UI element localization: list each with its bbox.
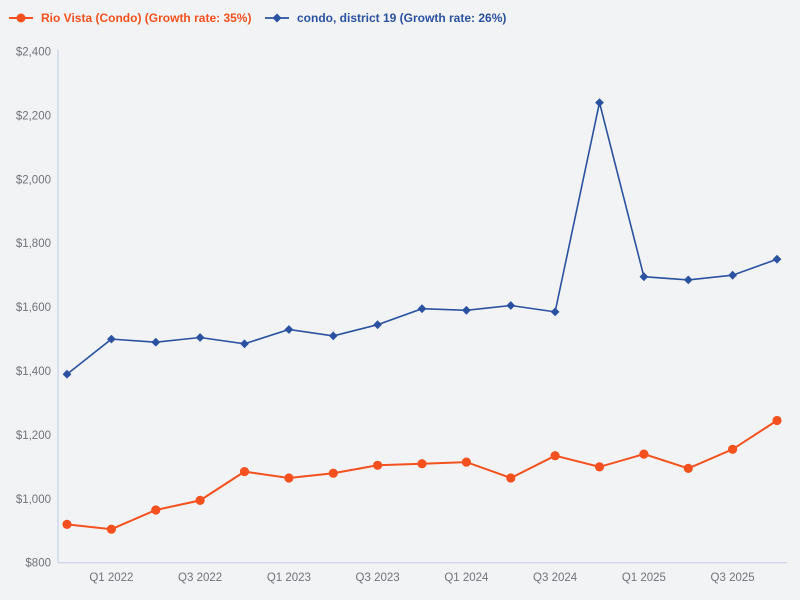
svg-text:$1,000: $1,000 — [16, 494, 51, 506]
chart-legend: Rio Vista (Condo) (Growth rate: 35%) con… — [0, 8, 800, 28]
svg-text:Q3 2025: Q3 2025 — [711, 572, 755, 584]
svg-text:$2,000: $2,000 — [16, 174, 51, 186]
svg-text:Q1 2023: Q1 2023 — [267, 572, 311, 584]
svg-text:Q3 2024: Q3 2024 — [533, 572, 578, 584]
svg-text:$2,200: $2,200 — [16, 110, 51, 122]
svg-text:Q1 2024: Q1 2024 — [444, 572, 489, 584]
svg-text:Q3 2022: Q3 2022 — [178, 572, 222, 584]
circle-series-marker-icon — [9, 13, 33, 23]
svg-text:$1,800: $1,800 — [16, 238, 51, 250]
svg-text:$1,400: $1,400 — [16, 366, 51, 378]
legend-label-district-19: condo, district 19 (Growth rate: 26%) — [297, 11, 507, 25]
legend-label-rio-vista: Rio Vista (Condo) (Growth rate: 35%) — [41, 11, 252, 25]
svg-text:Q3 2023: Q3 2023 — [356, 572, 400, 584]
svg-text:$800: $800 — [25, 558, 51, 570]
legend-item-district-19: condo, district 19 (Growth rate: 26%) — [264, 8, 506, 28]
svg-text:$2,400: $2,400 — [16, 47, 51, 59]
svg-text:$1,600: $1,600 — [16, 302, 51, 314]
svg-text:Q1 2025: Q1 2025 — [622, 572, 666, 584]
diamond-series-marker-icon — [265, 13, 289, 23]
legend-item-rio-vista: Rio Vista (Condo) (Growth rate: 35%) — [8, 8, 251, 28]
svg-text:$1,200: $1,200 — [16, 430, 51, 442]
svg-text:Q1 2022: Q1 2022 — [89, 572, 133, 584]
